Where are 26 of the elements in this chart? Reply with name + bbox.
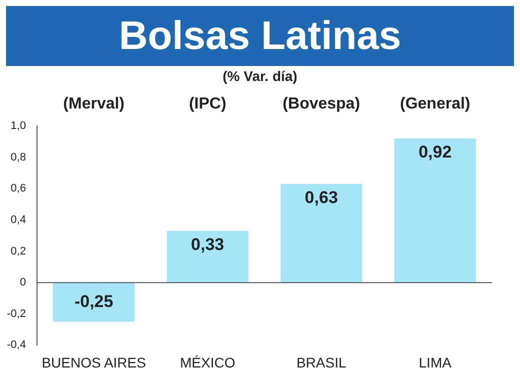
x-tick-label: MÉXICO xyxy=(180,354,236,370)
text: (IPC) xyxy=(188,95,226,112)
y-tick-label: -0,4 xyxy=(6,339,26,352)
x-tick-label: BRASIL xyxy=(296,354,346,370)
y-tick-label: 0,6 xyxy=(10,182,26,195)
y-tick-label: 0,2 xyxy=(10,245,26,258)
y-tick-label: 1,0 xyxy=(10,120,26,132)
text: (General) xyxy=(400,95,470,112)
bar xyxy=(394,138,476,283)
bar xyxy=(280,184,362,283)
y-tick-label: 0,4 xyxy=(10,214,26,226)
text: (Merval) xyxy=(63,95,125,112)
chart-subtitle: (% Var. día) xyxy=(222,67,298,86)
data-label: -0,25 xyxy=(74,292,114,311)
data-label: 0,33 xyxy=(191,235,224,254)
y-tick-label: 0 xyxy=(20,276,26,289)
chart-title: Bolsas Latinas xyxy=(6,6,514,66)
x-tick-label: BUENOS AIRES xyxy=(42,354,146,370)
text: (Bovespa) xyxy=(282,95,360,112)
data-label: 0,63 xyxy=(304,188,338,208)
data-label: 0,92 xyxy=(418,142,452,162)
y-tick-label: -0,2 xyxy=(6,308,26,320)
bar xyxy=(53,282,135,322)
y-tick-label: 0,8 xyxy=(10,151,26,164)
bar xyxy=(166,230,248,283)
x-tick-label: LIMA xyxy=(418,354,452,370)
